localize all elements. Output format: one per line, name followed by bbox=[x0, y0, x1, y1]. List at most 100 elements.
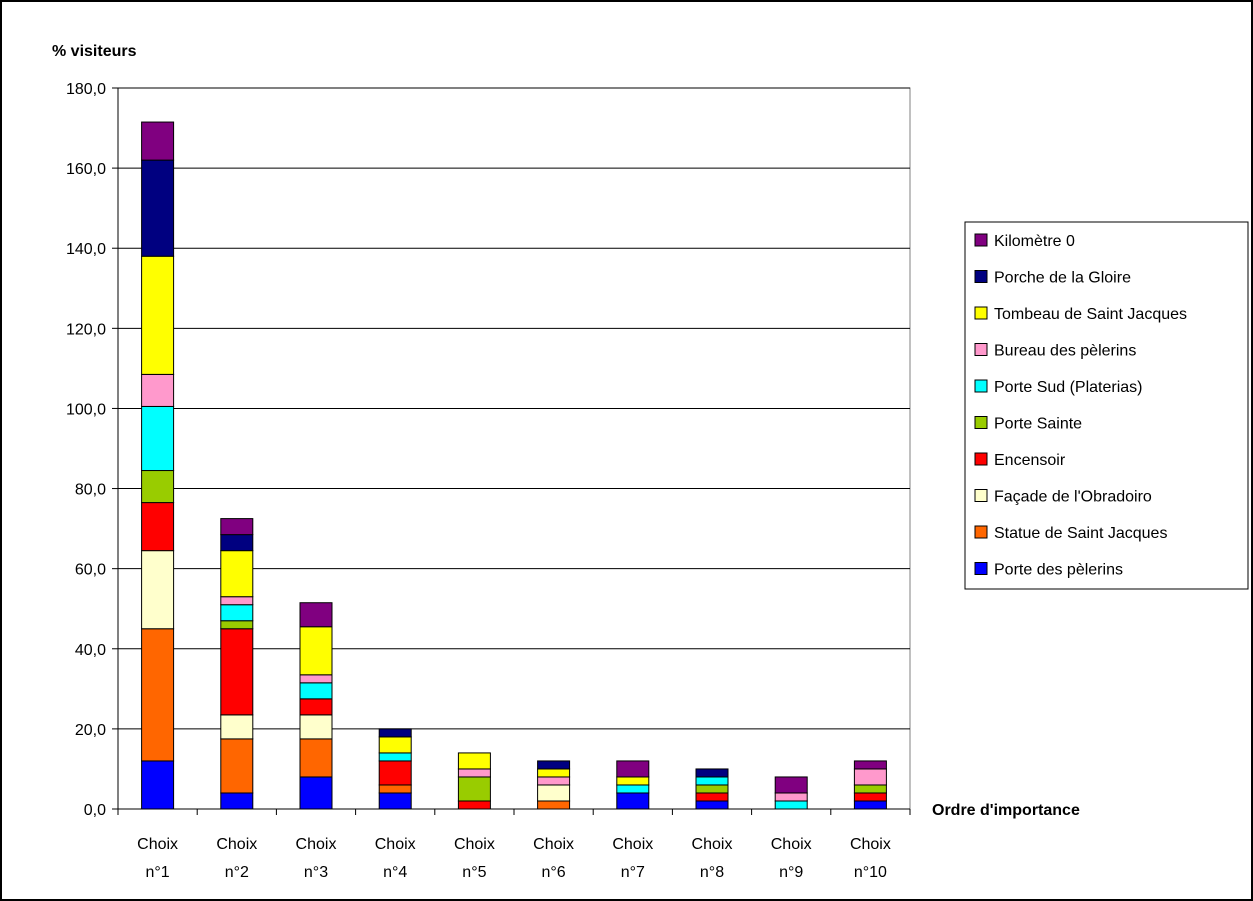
bar-segment bbox=[853, 760, 887, 770]
bar-segment bbox=[141, 550, 175, 630]
legend-swatch bbox=[974, 525, 988, 539]
bar-segment bbox=[141, 159, 175, 257]
y-tick-label: 160,0 bbox=[66, 161, 106, 178]
bar-segment bbox=[695, 768, 729, 778]
x-tick-label: n°7 bbox=[621, 864, 645, 881]
y-tick-label: 80,0 bbox=[75, 482, 106, 499]
bar-segment bbox=[220, 620, 254, 630]
bar-segment bbox=[774, 800, 808, 810]
legend-swatch bbox=[974, 562, 988, 575]
bar-segment bbox=[220, 714, 254, 740]
bar-segment bbox=[299, 776, 333, 810]
bar-segment bbox=[537, 760, 571, 770]
legend-label: Statue de Saint Jacques bbox=[994, 525, 1167, 542]
bar-segment bbox=[853, 768, 887, 786]
x-tick-label: Choix bbox=[771, 836, 812, 853]
legend-label: Bureau des pèlerins bbox=[994, 343, 1136, 360]
legend-box bbox=[964, 221, 1249, 590]
x-tick-label: Choix bbox=[137, 836, 178, 853]
bar-segment bbox=[299, 602, 333, 628]
bar-segment bbox=[220, 738, 254, 794]
legend-label: Porte Sud (Platerias) bbox=[994, 379, 1143, 396]
bar-segment bbox=[378, 736, 412, 754]
x-tick-label: Choix bbox=[612, 836, 653, 853]
y-tick-label: 20,0 bbox=[75, 722, 106, 739]
bar-segment bbox=[378, 784, 412, 794]
legend-label: Porte Sainte bbox=[994, 416, 1082, 433]
bar-segment bbox=[457, 800, 491, 810]
x-tick-labels: Choix n°1 Choix n°2 Choix n°3 Choix n°4 Choix n°5… bbox=[117, 809, 911, 881]
x-tick-label: n°3 bbox=[304, 864, 328, 881]
x-tick-label: Choix bbox=[454, 836, 495, 853]
y-tick-label: 0,0 bbox=[84, 802, 106, 819]
bar-segment bbox=[774, 792, 808, 802]
bar-segment bbox=[537, 768, 571, 778]
legend-label: Porche de la Gloire bbox=[994, 270, 1131, 287]
y-tick-label: 60,0 bbox=[75, 562, 106, 579]
bar-segment bbox=[378, 760, 412, 786]
x-tick-label: n°10 bbox=[854, 864, 887, 881]
x-tick-label: Choix bbox=[375, 836, 416, 853]
x-tick-label: n°1 bbox=[145, 864, 169, 881]
bar-segment bbox=[220, 550, 254, 598]
x-tick-label: Choix bbox=[533, 836, 574, 853]
legend-label: Encensoir bbox=[994, 452, 1066, 469]
legend-swatch bbox=[974, 379, 988, 393]
x-tick-label: n°6 bbox=[541, 864, 565, 881]
bar-segment bbox=[537, 800, 571, 810]
bar-segment bbox=[141, 502, 175, 552]
legend-swatch bbox=[974, 306, 988, 320]
x-tick-label: n°8 bbox=[700, 864, 724, 881]
x-tick-label: Choix bbox=[850, 836, 891, 853]
bar-segment bbox=[299, 674, 333, 684]
x-tick-label: n°9 bbox=[779, 864, 803, 881]
bar-segment bbox=[141, 255, 175, 375]
legend-swatch bbox=[974, 416, 988, 429]
bar-segment bbox=[616, 792, 650, 810]
bar-segment bbox=[220, 534, 254, 552]
legend: Kilomètre 0 Porche de la Gloire Tombeau de… bbox=[964, 221, 1249, 590]
bar-segment bbox=[141, 628, 175, 762]
bar-segment bbox=[537, 784, 571, 802]
bar-segment bbox=[299, 738, 333, 778]
bar-segment bbox=[457, 752, 491, 770]
x-axis-title: Ordre d'importance bbox=[932, 802, 1080, 819]
bar-segment bbox=[220, 792, 254, 810]
bar-segment bbox=[141, 373, 175, 407]
bar-segment bbox=[853, 784, 887, 794]
bar-segment bbox=[220, 518, 254, 536]
x-tick-label: Choix bbox=[692, 836, 733, 853]
x-tick-label: n°2 bbox=[225, 864, 249, 881]
bar-segment bbox=[141, 121, 175, 161]
bar-segment bbox=[220, 596, 254, 606]
bar-segment bbox=[695, 784, 729, 794]
bar-segment bbox=[378, 728, 412, 738]
bar-segment bbox=[378, 752, 412, 762]
bar-segment bbox=[616, 760, 650, 778]
legend-label: Tombeau de Saint Jacques bbox=[994, 306, 1187, 323]
bar-segment bbox=[695, 792, 729, 802]
bar-segment bbox=[457, 768, 491, 778]
bar-segment bbox=[378, 792, 412, 810]
legend-swatch bbox=[974, 489, 988, 502]
bar-segment bbox=[141, 405, 175, 472]
x-tick-label: n°5 bbox=[462, 864, 486, 881]
bar-segment bbox=[220, 628, 254, 716]
legend-label: Façade de l'Obradoiro bbox=[994, 489, 1152, 506]
bar-segment bbox=[537, 776, 571, 786]
bar-segment bbox=[616, 784, 650, 794]
bar-segment bbox=[299, 682, 333, 700]
bar-segment bbox=[616, 776, 650, 786]
bar-segment bbox=[774, 776, 808, 794]
x-tick-label: Choix bbox=[296, 836, 337, 853]
legend-swatch bbox=[974, 270, 988, 283]
y-tick-labels: 0,0 20,0 40,0 60,0 80,0 100,0 120,0 140,0 160,0 1… bbox=[66, 81, 118, 819]
y-tick-label: 120,0 bbox=[66, 321, 106, 338]
legend-label: Kilomètre 0 bbox=[994, 233, 1075, 250]
bar-segment bbox=[695, 800, 729, 810]
bar-segment bbox=[141, 470, 175, 504]
bar-segment bbox=[299, 698, 333, 716]
legend-swatch bbox=[974, 452, 988, 466]
y-tick-label: 100,0 bbox=[66, 401, 106, 418]
